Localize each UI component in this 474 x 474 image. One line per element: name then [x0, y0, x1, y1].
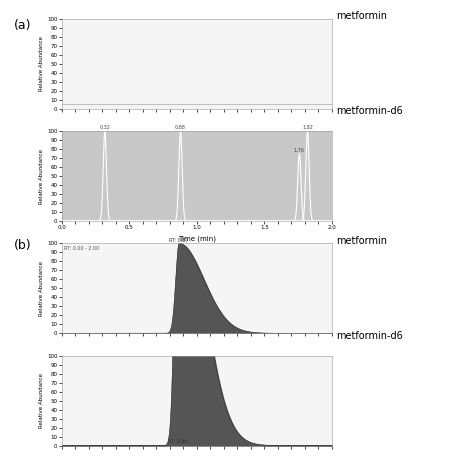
Text: RT: 0.86: RT: 0.86: [168, 439, 188, 444]
Text: (a): (a): [14, 19, 32, 32]
Y-axis label: Relative Abundance: Relative Abundance: [39, 261, 44, 316]
Text: 0.32: 0.32: [100, 125, 110, 130]
Y-axis label: Relative Abundance: Relative Abundance: [39, 36, 44, 91]
Text: metformin: metformin: [337, 11, 388, 21]
Y-axis label: Relative Abundance: Relative Abundance: [39, 149, 44, 204]
Text: metformin-d6: metformin-d6: [337, 106, 403, 116]
Text: 1.76: 1.76: [294, 148, 305, 153]
Text: RT: 0.87: RT: 0.87: [169, 237, 189, 243]
Text: metformin: metformin: [337, 236, 388, 246]
Text: 0.88: 0.88: [175, 125, 186, 130]
X-axis label: Time (min): Time (min): [178, 236, 216, 242]
Text: RT: 0.00 - 2.00: RT: 0.00 - 2.00: [64, 246, 100, 251]
Text: (b): (b): [14, 239, 32, 252]
Y-axis label: Relative Abundance: Relative Abundance: [39, 373, 44, 428]
Text: 1.82: 1.82: [302, 125, 313, 130]
Text: metformin-d6: metformin-d6: [337, 331, 403, 341]
